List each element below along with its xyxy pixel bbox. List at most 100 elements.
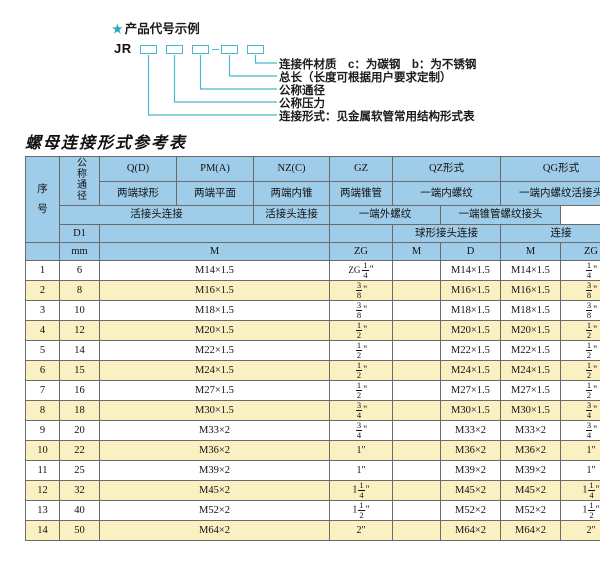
cell-qg-zg: 1 1 2 ": [559, 500, 600, 522]
header-unit-m-qg: M: [500, 242, 561, 262]
cell-dn: 10: [59, 300, 100, 322]
code-example-heading-text: 产品代号示例: [124, 22, 200, 36]
cell-qg-zg: 3 4 ": [559, 400, 600, 422]
cell-gz-zg: 1 2 ": [329, 360, 393, 382]
cell-m-left: M36×2: [99, 440, 330, 462]
table-row: 3 10 M18×1.5 3 8 " M18×1.5 M18×1.5 3 8 ": [25, 300, 600, 322]
header-seq-blank: [25, 242, 60, 262]
cell-qz-m: [392, 280, 441, 302]
cell-qz-d: M39×2: [440, 460, 501, 482]
header-desc-qd: 两端球形: [99, 181, 177, 207]
header-row-d1: D1 球形接头连接 连接: [26, 224, 600, 244]
header-desc-qg-2: 一端锥管螺纹接头: [440, 205, 561, 226]
cell-seq: 3: [25, 300, 60, 322]
header-desc-pma: 两端平面: [176, 181, 254, 207]
cell-gz-zg: 1 2 ": [329, 340, 393, 362]
cell-qz-d: M18×1.5: [440, 300, 501, 322]
header-group-gz: GZ: [329, 155, 393, 183]
header-group-qg: QG形式: [499, 155, 600, 183]
cell-seq: 8: [25, 400, 60, 422]
cell-gz-zg: 3 4 ": [329, 400, 393, 422]
cell-m-left: M14×1.5: [99, 260, 330, 282]
code-prefix: JR: [114, 41, 132, 56]
cell-m-left: M16×1.5: [99, 280, 330, 302]
cell-gz-zg: 1 2 ": [329, 320, 393, 342]
cell-dn: 6: [59, 260, 100, 282]
header-desc-qg-3: 连接: [499, 224, 600, 244]
table-row: 9 20 M33×2 3 4 " M33×2 M33×2 3 4 ": [25, 420, 600, 442]
cell-dn: 16: [59, 380, 100, 402]
table-row: 1 6 M14×1.5 ZG 1 4 " M14×1.5 M14×1.5 1 4 ": [25, 260, 600, 282]
cell-qg-zg: 1 2 ": [559, 340, 600, 362]
cell-dn: 32: [59, 480, 100, 502]
cell-gz-zg: 1 2 ": [329, 380, 393, 402]
cell-seq: 10: [25, 440, 60, 462]
cell-qz-m: [392, 420, 441, 442]
cell-qg-zg: 1 1 4 ": [559, 480, 600, 502]
cell-qg-m: M36×2: [500, 440, 561, 462]
cell-qg-m: M33×2: [500, 420, 561, 442]
cell-qz-d: M27×1.5: [440, 380, 501, 402]
cell-dn: 20: [59, 420, 100, 442]
cell-qz-m: [392, 300, 441, 322]
header-row-desc2: 活接头连接 活接头连接 一端外螺纹 一端锥管螺纹接头: [26, 205, 600, 226]
cell-dn: 50: [59, 520, 100, 542]
cell-qg-zg: 1": [559, 460, 600, 482]
cell-qg-m: M27×1.5: [500, 380, 561, 402]
cell-qz-d: M36×2: [440, 440, 501, 462]
cell-m-left: M33×2: [99, 420, 330, 442]
code-separator-dash: [212, 49, 219, 51]
cell-dn: 15: [59, 360, 100, 382]
label-nominal-pressure: 公称压力: [279, 98, 325, 110]
cell-qz-d: M30×1.5: [440, 400, 501, 422]
code-box-1: [140, 45, 157, 54]
spec-table-container: 序 号 公称通径 Q(D) PM(A) NZ(C) GZ QZ形式 QG形式 两…: [25, 155, 600, 542]
cell-qg-m: M20×1.5: [500, 320, 561, 342]
table-row: 7 16 M27×1.5 1 2 " M27×1.5 M27×1.5 1 2 ": [25, 380, 600, 402]
cell-seq: 7: [25, 380, 60, 402]
cell-qg-m: M30×1.5: [500, 400, 561, 422]
table-row: 8 18 M30×1.5 3 4 " M30×1.5 M30×1.5 3 4 ": [25, 400, 600, 422]
cell-qz-m: [392, 340, 441, 362]
cell-seq: 2: [25, 280, 60, 302]
header-desc-gz: 两端锥管: [329, 181, 393, 207]
label-total-length: 总长（长度可根据用户要求定制）: [279, 72, 452, 84]
header-d1-blank-left: [99, 224, 330, 244]
cell-m-left: M20×1.5: [99, 320, 330, 342]
product-code-example: ★ 产品代号示例 JR 连接件材质 c：为碳钢 b：为不锈钢 总长（长度可根据用户…: [0, 0, 600, 130]
nut-connection-spec-table: 序 号 公称通径 Q(D) PM(A) NZ(C) GZ QZ形式 QG形式 两…: [25, 155, 600, 542]
cell-gz-zg: ZG 1 4 ": [329, 260, 393, 282]
header-group-pma: PM(A): [176, 155, 254, 183]
cell-qz-m: [392, 480, 441, 502]
cell-m-left: M24×1.5: [99, 360, 330, 382]
cell-qg-zg: 1 4 ": [559, 260, 600, 282]
label-material: 连接件材质 c：为碳钢 b：为不锈钢: [279, 59, 477, 71]
table-row: 4 12 M20×1.5 1 2 " M20×1.5 M20×1.5 1 2 ": [25, 320, 600, 342]
cell-qz-d: M33×2: [440, 420, 501, 442]
cell-seq: 12: [25, 480, 60, 502]
header-nominal-diameter: 公称通径: [59, 155, 100, 207]
cell-qz-d: M20×1.5: [440, 320, 501, 342]
header-row-units: mm M ZG M D M ZG: [25, 242, 600, 262]
header-group-nzc: NZ(C): [253, 155, 330, 183]
cell-gz-zg: 3 8 ": [329, 280, 393, 302]
cell-qg-m: M14×1.5: [500, 260, 561, 282]
cell-dn: 25: [59, 460, 100, 482]
cell-seq: 9: [25, 420, 60, 442]
cell-qz-d: M24×1.5: [440, 360, 501, 382]
code-box-4: [221, 45, 238, 54]
cell-m-left: M18×1.5: [99, 300, 330, 322]
cell-m-left: M52×2: [99, 500, 330, 522]
cell-qz-d: M16×1.5: [440, 280, 501, 302]
header-union-gz: 活接头连接: [253, 205, 330, 226]
header-seq-char1: 序: [37, 183, 48, 195]
cell-qz-d: M45×2: [440, 480, 501, 502]
cell-seq: 13: [25, 500, 60, 522]
header-group-qd: Q(D): [99, 155, 177, 183]
cell-seq: 5: [25, 340, 60, 362]
cell-m-left: M22×1.5: [99, 340, 330, 362]
header-seq: 序 号: [25, 155, 60, 244]
header-row-codes: 序 号 公称通径 Q(D) PM(A) NZ(C) GZ QZ形式 QG形式: [25, 155, 600, 244]
cell-m-left: M64×2: [99, 520, 330, 542]
cell-m-left: M27×1.5: [99, 380, 330, 402]
